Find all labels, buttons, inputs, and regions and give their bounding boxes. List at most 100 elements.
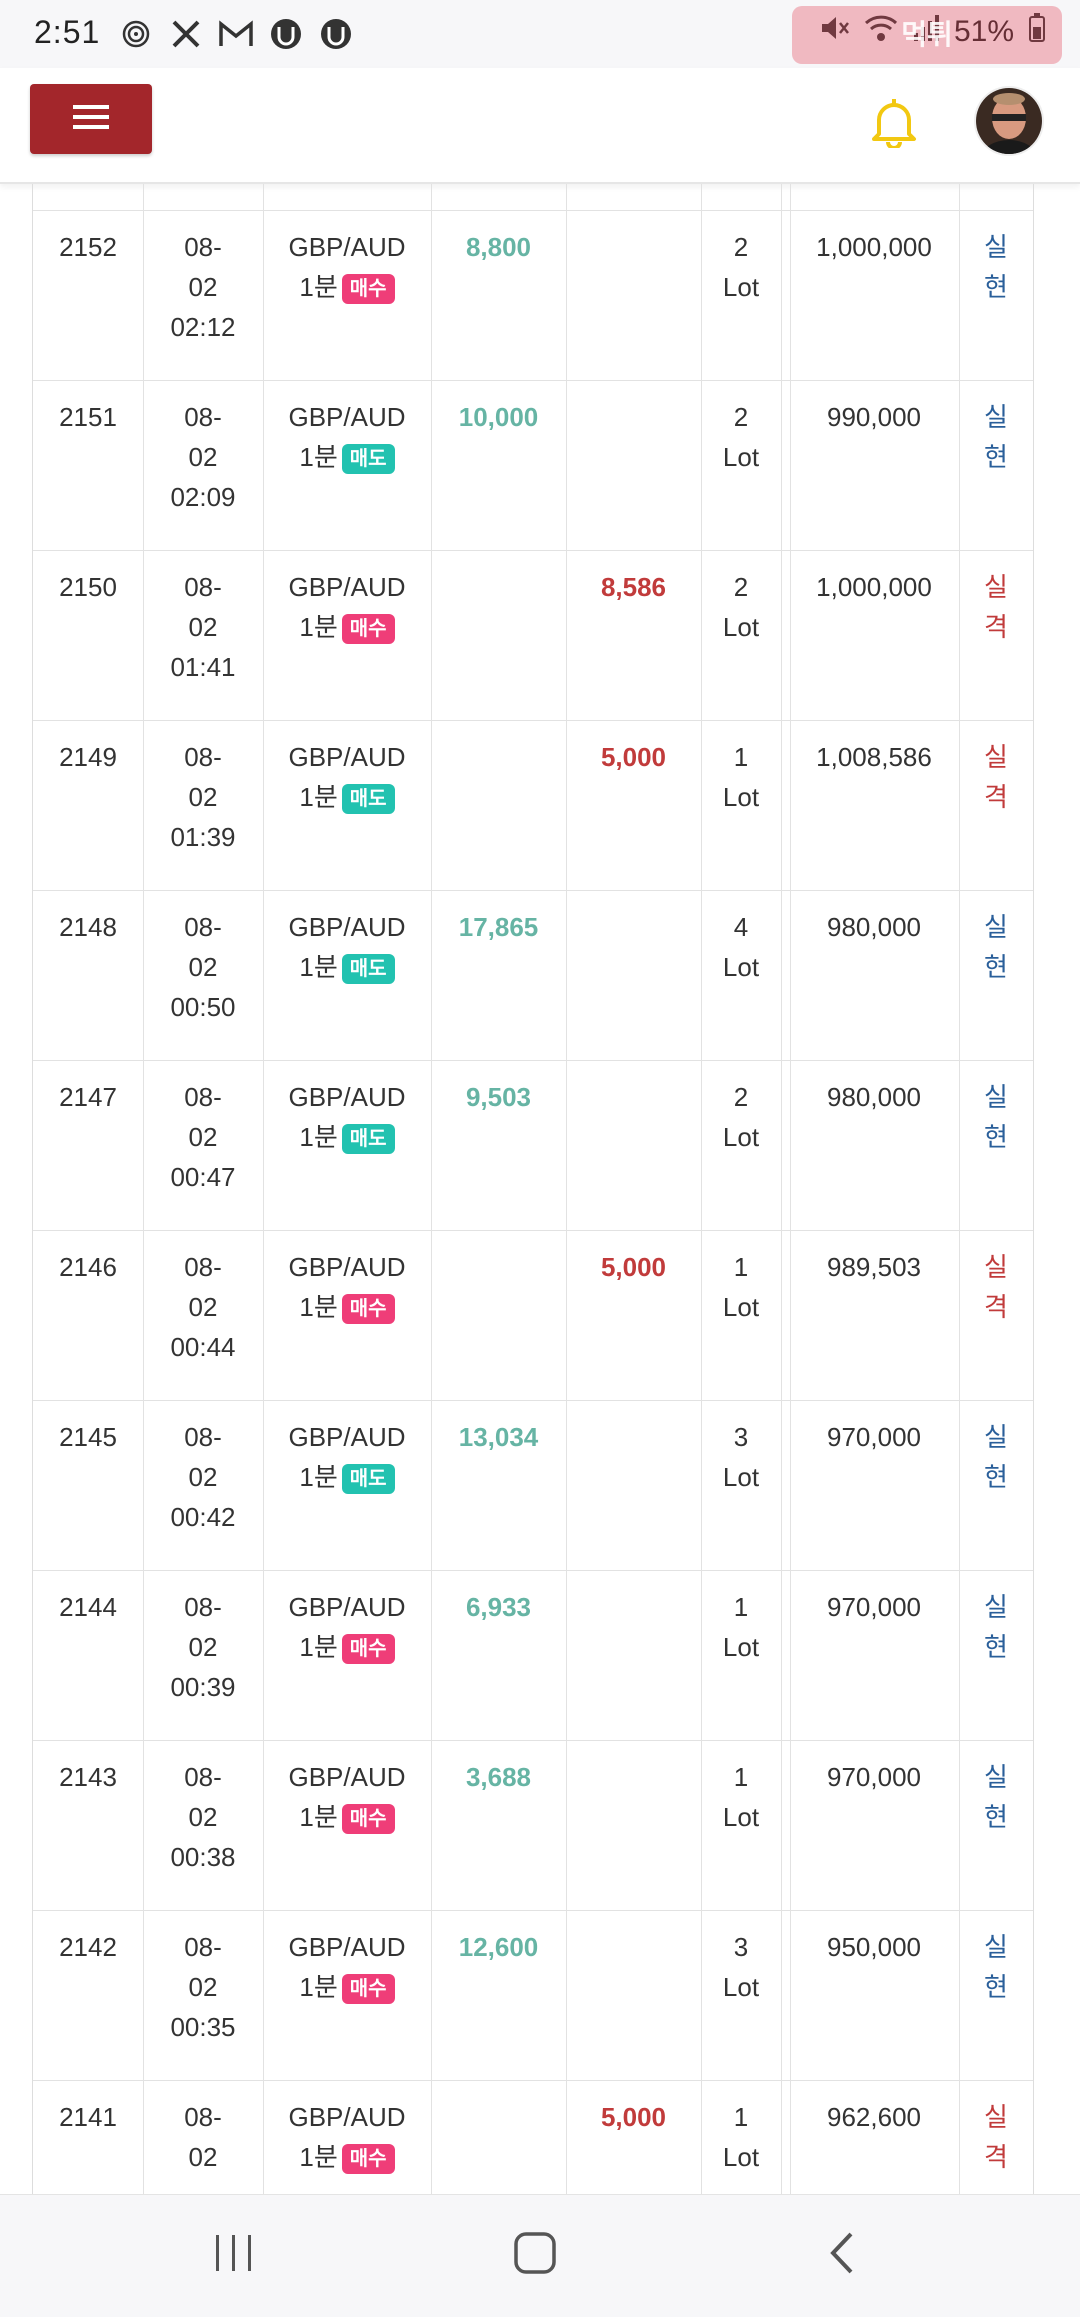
- side-badge: 매도: [341, 1464, 395, 1495]
- trade-datetime: 08- 02 00:47: [143, 1061, 263, 1197]
- period-side: 1분 매도: [263, 1117, 431, 1157]
- date-day: 02: [188, 782, 218, 812]
- trade-history-table: 2152 08- 02 02:12 GBP/AUD 1분 매수 8,800 2 Lot 1,000,…: [32, 184, 1034, 2194]
- lot-count: 2: [733, 1082, 749, 1112]
- user-avatar[interactable]: [974, 86, 1044, 156]
- result-char-2: 격: [984, 782, 1008, 812]
- notifications-button[interactable]: [871, 96, 917, 150]
- period-label: 1분: [299, 1632, 338, 1662]
- period-label: 1분: [299, 1292, 338, 1322]
- app-header: [0, 68, 1080, 184]
- gmail-icon: [218, 16, 254, 52]
- back-button[interactable]: [812, 2225, 872, 2285]
- date-month: 08-: [184, 742, 222, 772]
- profit-value: 10,000: [458, 402, 539, 432]
- side-badge: 매수: [341, 274, 395, 305]
- trade-datetime: 08- 02 00:39: [143, 1571, 263, 1707]
- trade-time: 02:12: [170, 312, 236, 342]
- column-divider: [566, 184, 702, 2194]
- table-row: 2148 08- 02 00:50 GBP/AUD 1분 매도 17,865 4 Lot 980,0…: [33, 890, 1033, 1061]
- lot-unit: Lot: [722, 1462, 760, 1492]
- date-day: 02: [188, 952, 218, 982]
- loss-value: [566, 1911, 701, 1927]
- trade-id: 2151: [59, 402, 117, 432]
- table-row: 2150 08- 02 01:41 GBP/AUD 1분 매수 8,586 2 Lot 1,000,…: [33, 550, 1033, 721]
- date-day: 02: [188, 612, 218, 642]
- column-divider: [781, 184, 791, 2194]
- lot-size: 2 Lot: [701, 381, 781, 477]
- result-char-2: 현: [984, 1802, 1008, 1832]
- currency-pair: GBP/AUD: [288, 1592, 406, 1622]
- period-side: 1분 매수: [263, 607, 431, 647]
- home-icon: [512, 2230, 558, 2281]
- trade-id: 2149: [59, 742, 117, 772]
- currency-pair: GBP/AUD: [288, 402, 406, 432]
- date-month: 08-: [184, 1082, 222, 1112]
- lot-count: 1: [733, 742, 749, 772]
- trade-datetime: 08- 02 01:41: [143, 551, 263, 687]
- fingerprint-icon: [118, 16, 154, 52]
- lot-unit: Lot: [722, 1972, 760, 2002]
- trade-id: 2152: [59, 232, 117, 262]
- date-day: 02: [188, 1802, 218, 1832]
- trade-time: 00:35: [170, 2012, 236, 2042]
- column-divider: [789, 184, 960, 2194]
- profit-value: 6,933: [465, 1592, 532, 1622]
- trade-time: 00:39: [170, 1672, 236, 1702]
- trade-datetime: 08- 02 00:38: [143, 1741, 263, 1877]
- period-side: 1분 매도: [263, 947, 431, 987]
- tools-icon: [168, 16, 204, 52]
- table-row: 2144 08- 02 00:39 GBP/AUD 1분 매수 6,933 1 Lot 970,00…: [33, 1570, 1033, 1741]
- trade-datetime: 08- 02: [143, 2081, 263, 2177]
- column-divider: [263, 184, 432, 2194]
- trade-id: 2144: [59, 1592, 117, 1622]
- balance-value: 1,000,000: [816, 232, 932, 262]
- lot-count: 3: [733, 1422, 749, 1452]
- period-side: 1분 매수: [263, 1967, 431, 2007]
- date-day: 02: [188, 1462, 218, 1492]
- balance-value: 950,000: [827, 1932, 921, 1962]
- table-row: 2152 08- 02 02:12 GBP/AUD 1분 매수 8,800 2 Lot 1,000,…: [33, 210, 1033, 381]
- result-char-1: 실: [984, 912, 1008, 942]
- notification-icons: [118, 16, 354, 52]
- menu-button[interactable]: [30, 84, 152, 154]
- trade-id: 2141: [59, 2102, 117, 2132]
- period-side: 1분 매수: [263, 2137, 431, 2177]
- loss-value: [566, 1571, 701, 1587]
- recents-button[interactable]: [204, 2225, 264, 2285]
- profit-value: 8,800: [465, 232, 532, 262]
- trade-pair: GBP/AUD 1분 매수: [263, 211, 431, 307]
- balance-value: 970,000: [827, 1762, 921, 1792]
- date-day: 02: [188, 442, 218, 472]
- lot-size: 1 Lot: [701, 721, 781, 817]
- home-button[interactable]: [505, 2225, 565, 2285]
- trade-time: 00:47: [170, 1162, 236, 1192]
- loss-value: [566, 211, 701, 227]
- balance-value: 962,600: [827, 2102, 921, 2132]
- result-char-2: 현: [984, 952, 1008, 982]
- result-char-1: 실: [984, 1252, 1008, 1282]
- system-status: 51%: [818, 12, 1046, 52]
- date-day: 02: [188, 2142, 218, 2172]
- trade-pair: GBP/AUD 1분 매수: [263, 2081, 431, 2177]
- table-row: 2143 08- 02 00:38 GBP/AUD 1분 매수 3,688 1 Lot 970,00…: [33, 1740, 1033, 1911]
- period-label: 1분: [299, 782, 338, 812]
- table-row: 2151 08- 02 02:09 GBP/AUD 1분 매도 10,000 2 Lot 990,0…: [33, 380, 1033, 551]
- period-label: 1분: [299, 612, 338, 642]
- loss-value: [566, 891, 701, 907]
- table-row: 2141 08- 02 GBP/AUD 1분 매수 5,000 1 Lot 962,600 실 격: [33, 2080, 1033, 2194]
- period-label: 1분: [299, 1122, 338, 1152]
- lot-unit: Lot: [722, 1122, 760, 1152]
- trade-id: 2150: [59, 572, 117, 602]
- period-side: 1분 매수: [263, 1627, 431, 1667]
- result-char-2: 격: [984, 612, 1008, 642]
- side-badge: 매도: [341, 444, 395, 475]
- date-day: 02: [188, 1632, 218, 1662]
- lot-size: 3 Lot: [701, 1911, 781, 2007]
